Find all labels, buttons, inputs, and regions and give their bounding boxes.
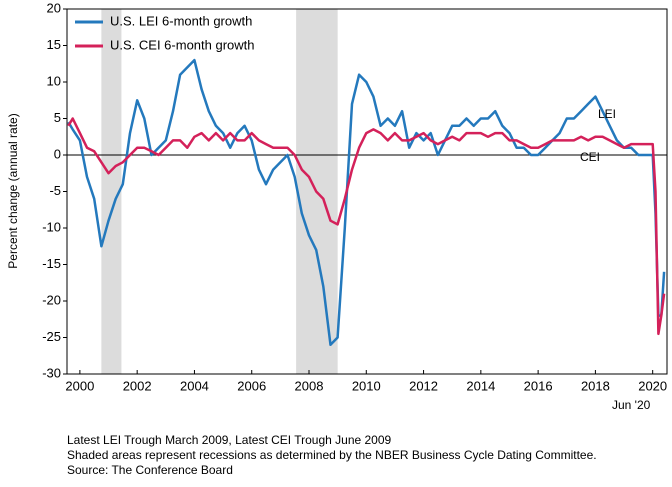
- x-tick-label: 2002: [123, 378, 152, 393]
- y-tick-label: -10: [42, 219, 61, 234]
- footnote: Shaded areas represent recessions as det…: [67, 448, 597, 462]
- x-tick-label: 2014: [466, 378, 495, 393]
- legend-label: U.S. LEI 6-month growth: [110, 13, 252, 28]
- footnote: Source: The Conference Board: [67, 463, 233, 477]
- y-tick-label: -15: [42, 256, 61, 271]
- series-line: [67, 117, 666, 336]
- x-tick-label: 2004: [180, 378, 209, 393]
- x-tick-label: 2008: [295, 378, 324, 393]
- y-tick-label: -20: [42, 292, 61, 307]
- x-tick-label: 2018: [581, 378, 610, 393]
- x-tick-label: 2020: [638, 378, 667, 393]
- x-tick-label: 2012: [409, 378, 438, 393]
- footnote: Latest LEI Trough March 2009, Latest CEI…: [67, 433, 392, 447]
- legend-label: U.S. CEI 6-month growth: [110, 37, 255, 52]
- series-line: [67, 58, 666, 347]
- x-tick-label: 2016: [524, 378, 553, 393]
- annotation: CEI: [580, 150, 600, 164]
- y-tick-label: 10: [47, 73, 61, 88]
- y-tick-label: -25: [42, 329, 61, 344]
- annotation: Jun '20: [612, 398, 651, 412]
- y-tick-label: -5: [49, 183, 61, 198]
- y-tick-label: 0: [54, 146, 61, 161]
- plot-frame: [66, 8, 668, 375]
- x-tick-label: 2006: [237, 378, 266, 393]
- y-tick-label: -30: [42, 365, 61, 380]
- x-tick-label: 2000: [65, 378, 94, 393]
- y-axis-label: Percent change (annual rate): [6, 113, 20, 268]
- recession-band: [101, 9, 122, 374]
- x-tick-label: 2010: [352, 378, 381, 393]
- y-tick-label: 20: [47, 0, 61, 15]
- y-tick-label: 15: [47, 37, 61, 52]
- y-tick-label: 5: [54, 110, 61, 125]
- annotation: LEI: [598, 107, 616, 121]
